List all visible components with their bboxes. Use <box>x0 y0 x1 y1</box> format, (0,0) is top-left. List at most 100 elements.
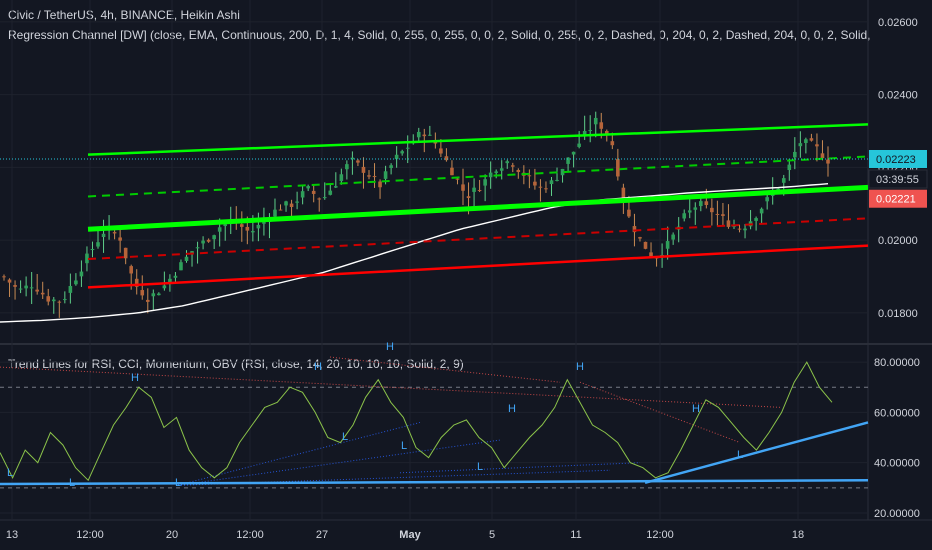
time-tick-label: 12:00 <box>646 529 674 541</box>
candle-body <box>610 141 615 146</box>
osc-pivot-marker: L <box>477 461 483 473</box>
candle-body <box>18 288 23 290</box>
candle-body <box>499 168 504 171</box>
candle-body <box>826 159 830 164</box>
osc-support-trendline <box>0 479 869 486</box>
candle-body <box>251 231 255 233</box>
time-tick-label: 12:00 <box>236 529 264 541</box>
candle-body <box>477 190 482 192</box>
price-badge-bg <box>869 149 927 168</box>
candle-body <box>212 235 216 240</box>
candle-body <box>40 292 45 295</box>
candle-body <box>715 213 720 215</box>
candle-body <box>68 286 73 293</box>
candle-body <box>195 247 200 249</box>
candle-body <box>665 241 670 249</box>
candle-body <box>400 151 404 154</box>
price-badge-label: 03:39:55 <box>876 174 919 186</box>
candle-body <box>162 285 167 289</box>
candle-body <box>494 171 498 173</box>
candle-body <box>295 201 299 203</box>
candle-body <box>604 131 609 135</box>
price-badge-label: 0.02223 <box>876 154 916 166</box>
candle-body <box>743 228 747 231</box>
candle-body <box>168 278 172 284</box>
candle-body <box>134 278 139 287</box>
candle-body <box>544 188 548 190</box>
candle-body <box>721 214 725 216</box>
candle-body <box>754 218 758 221</box>
candle-body <box>488 172 493 178</box>
candle-body <box>24 285 28 289</box>
osc-pivot-marker: H <box>314 361 322 373</box>
rsi-line <box>0 361 833 482</box>
candle-body <box>538 186 543 188</box>
candle-body <box>123 247 128 259</box>
channel-dashed-upper-line <box>87 155 869 198</box>
candle-body <box>732 225 736 227</box>
candle-body <box>322 197 327 199</box>
candle-body <box>428 134 432 136</box>
time-tick-label: 5 <box>489 529 495 541</box>
candle-body <box>306 186 310 189</box>
candle-body <box>79 271 84 277</box>
candle-body <box>710 207 714 213</box>
osc-pivot-marker: H <box>508 403 516 415</box>
time-tick-label: May <box>399 529 421 541</box>
candle-body <box>510 165 515 167</box>
candle-body <box>439 148 443 154</box>
price-badge: 0.02221 <box>869 189 927 208</box>
osc-tick-label: 40.00000 <box>874 458 920 470</box>
candle-body <box>704 201 709 206</box>
candle-body <box>759 208 764 214</box>
candle-body <box>505 161 510 164</box>
osc-pivot-marker: H <box>576 361 584 373</box>
osc-pivot-marker: L <box>7 467 13 479</box>
osc-dotted-trendline <box>177 421 421 486</box>
candle-body <box>328 190 333 195</box>
candle-body <box>389 165 393 168</box>
candle-body <box>217 227 222 232</box>
candle-body <box>422 134 427 137</box>
candle-body <box>793 151 797 158</box>
candle-body <box>85 253 89 264</box>
candle-body <box>571 151 576 155</box>
osc-tick-label: 80.00000 <box>874 357 920 369</box>
candle-body <box>588 130 593 132</box>
candle-body <box>112 232 117 234</box>
candle-body <box>804 139 808 143</box>
candle-body <box>345 164 349 170</box>
candle-body <box>29 287 34 289</box>
candle-body <box>776 188 781 191</box>
candle-body <box>151 293 156 297</box>
candle-body <box>289 203 294 208</box>
osc-pivot-marker: H <box>692 403 700 415</box>
candles-group <box>2 111 830 318</box>
candle-body <box>173 275 178 278</box>
osc-pivot-marker: L <box>69 477 75 489</box>
price-tick-label: 0.01800 <box>878 308 918 320</box>
candle-body <box>533 181 537 186</box>
candle-body <box>74 280 78 285</box>
candle-body <box>361 166 366 173</box>
candle-body <box>671 234 675 240</box>
osc-pivot-marker: H <box>386 341 394 353</box>
time-tick-label: 11 <box>570 529 581 541</box>
candle-body <box>96 242 100 247</box>
candle-body <box>815 144 819 147</box>
candle-body <box>450 167 454 176</box>
indicator-legend: Regression Channel [DW] (close, EMA, Con… <box>8 28 870 42</box>
candle-body <box>787 164 792 171</box>
candle-body <box>455 178 460 180</box>
candle-body <box>549 180 554 185</box>
candle-body <box>809 138 814 141</box>
ema-line <box>0 183 829 323</box>
symbol-legend: Civic / TetherUS, 4h, BINANCE, Heikin As… <box>8 8 240 22</box>
osc-dotted-trendline <box>399 462 641 474</box>
candle-body <box>35 289 39 292</box>
candle-body <box>2 276 6 278</box>
candle-body <box>560 168 565 176</box>
candle-body <box>466 196 471 199</box>
candle-body <box>311 190 316 194</box>
